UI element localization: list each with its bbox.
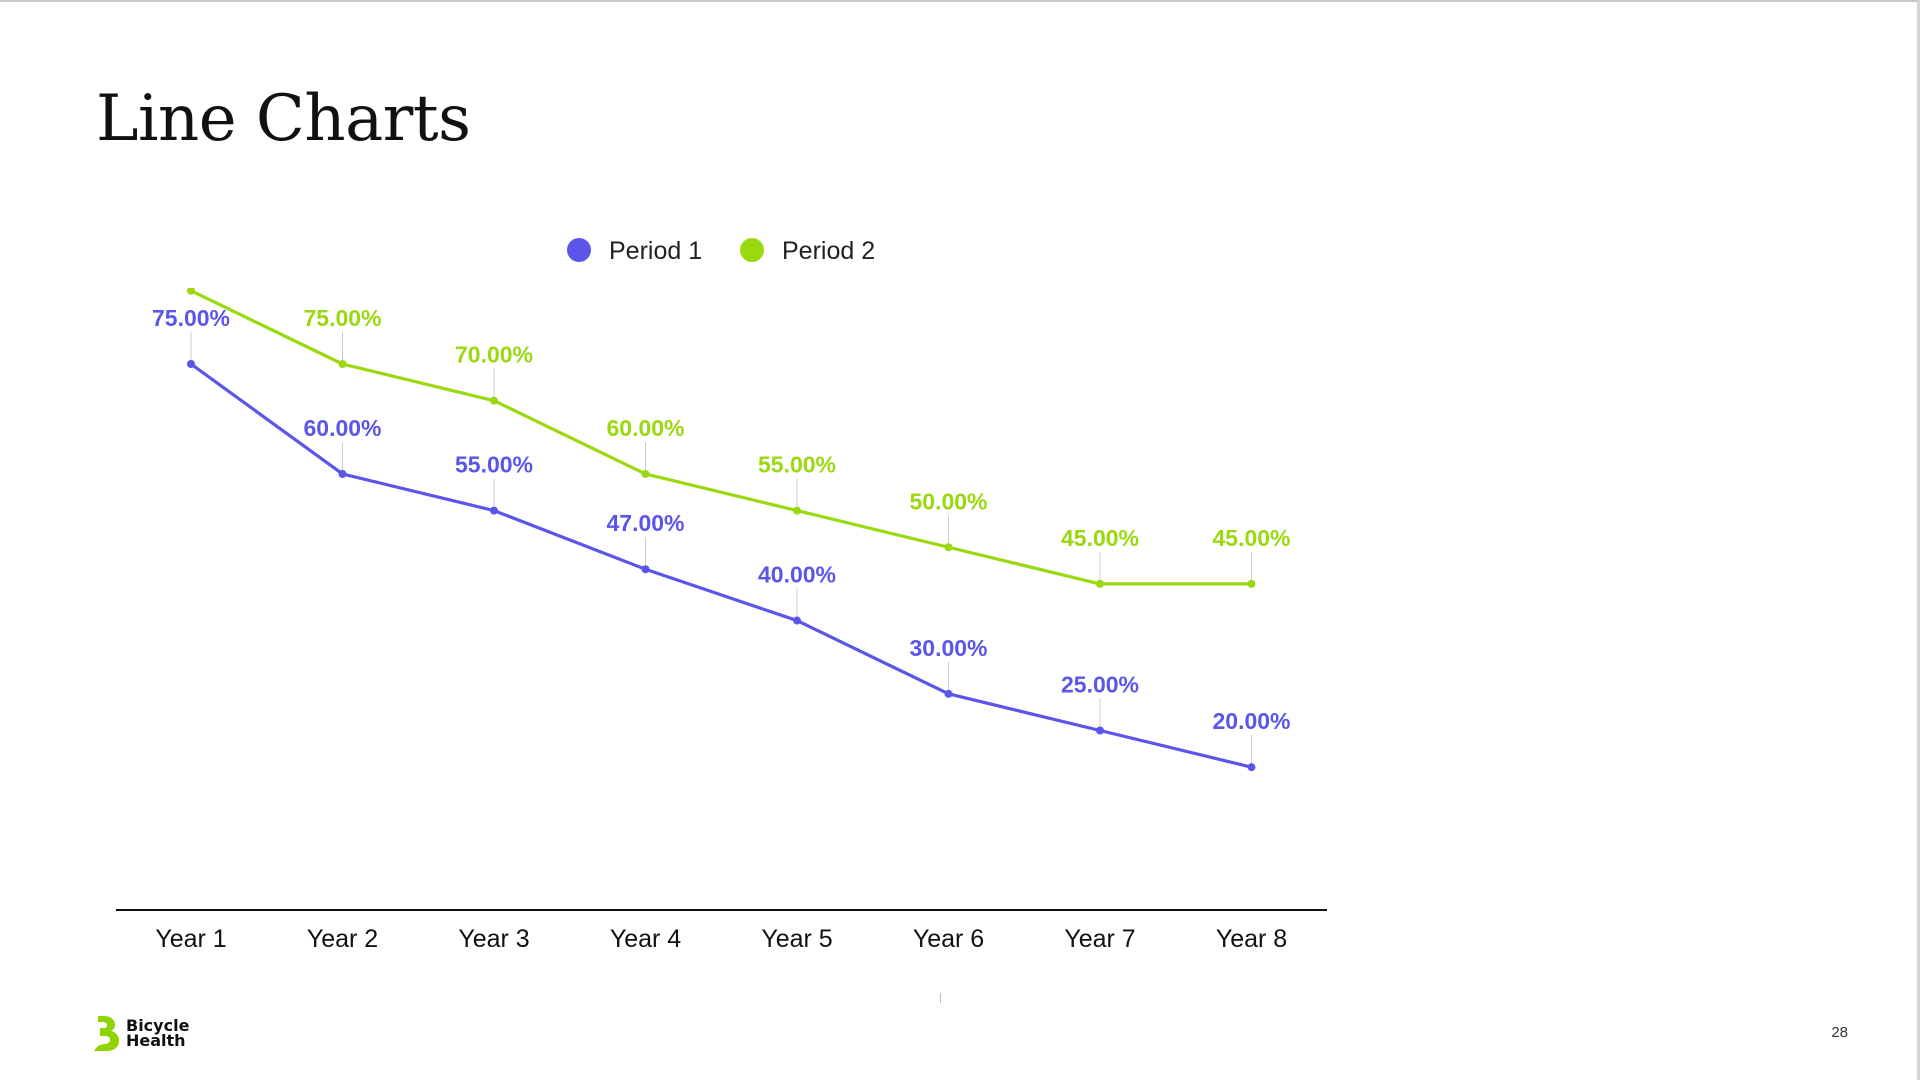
x-tick-label-4: Year 4 bbox=[610, 925, 681, 953]
data-point-period-1-1 bbox=[187, 360, 195, 368]
data-label-period-1-2: 60.00% bbox=[303, 415, 381, 441]
data-point-period-1-2 bbox=[338, 469, 347, 478]
slide-top-border bbox=[0, 0, 1920, 2]
data-point-period-2-8 bbox=[1247, 579, 1256, 588]
x-tick-label-2: Year 2 bbox=[307, 925, 378, 953]
x-tick-label-6: Year 6 bbox=[913, 925, 984, 953]
data-label-period-2-7: 45.00% bbox=[1061, 525, 1139, 551]
x-tick-label-8: Year 8 bbox=[1216, 925, 1287, 953]
data-label-period-2-3: 70.00% bbox=[455, 342, 533, 368]
bicycle-health-logo: Bicycle Health bbox=[92, 1014, 216, 1052]
data-label-period-1-3: 55.00% bbox=[455, 452, 533, 478]
data-label-period-1-5: 40.00% bbox=[758, 562, 836, 588]
data-point-period-2-7 bbox=[1096, 579, 1104, 588]
page-number: 28 bbox=[1831, 1024, 1848, 1041]
label-leader-lines bbox=[190, 332, 1252, 764]
series-line-period-1 bbox=[190, 362, 1252, 769]
data-label-period-2-4: 60.00% bbox=[606, 415, 684, 441]
logo-wordmark: Bicycle Health bbox=[126, 1016, 216, 1050]
data-labels: 75.00% 60.00% 55.00% 47.00% 40.00% 30.00% 25.0… bbox=[152, 305, 1291, 734]
data-point-period-1-4 bbox=[641, 565, 650, 574]
x-tick-label-3: Year 3 bbox=[458, 925, 529, 953]
x-tick-label-1: Year 1 bbox=[155, 925, 226, 953]
x-tick-label-7: Year 7 bbox=[1064, 925, 1135, 953]
legend-marker-2 bbox=[740, 238, 764, 262]
data-point-period-1-5 bbox=[793, 616, 801, 625]
legend-label-2: Period 2 bbox=[782, 237, 875, 265]
data-points bbox=[187, 288, 1256, 772]
data-point-period-1-6 bbox=[944, 689, 953, 698]
legend-label-1: Period 1 bbox=[609, 237, 702, 265]
data-point-period-1-8 bbox=[1247, 763, 1256, 772]
data-point-period-2-3 bbox=[490, 396, 498, 405]
data-point-period-1-7 bbox=[1096, 726, 1104, 735]
slide-title: Line Charts bbox=[96, 82, 471, 156]
data-label-period-1-8: 20.00% bbox=[1212, 708, 1290, 734]
slide-right-border bbox=[1917, 0, 1920, 1080]
data-point-period-2-2 bbox=[338, 360, 347, 368]
x-axis-tick-labels: Year 1 Year 2 Year 3 Year 4 Year 5 Year 6 Year… bbox=[155, 925, 1287, 953]
data-label-period-2-6: 50.00% bbox=[909, 488, 987, 514]
data-label-period-1-1: 75.00% bbox=[152, 305, 230, 331]
data-point-period-2-4 bbox=[641, 469, 650, 478]
divider-mark bbox=[940, 993, 941, 1003]
data-label-period-2-5: 55.00% bbox=[758, 452, 836, 478]
chart-legend: Period 1 Period 2 bbox=[567, 237, 875, 265]
data-label-period-1-4: 47.00% bbox=[606, 510, 684, 536]
series-line-period-2 bbox=[190, 289, 1252, 586]
data-label-period-2-8: 45.00% bbox=[1212, 525, 1290, 551]
bicycle-health-logo-icon bbox=[94, 1016, 119, 1051]
data-label-period-1-7: 25.00% bbox=[1061, 672, 1139, 698]
logo-line-1: Bicycle bbox=[126, 1016, 190, 1035]
data-point-period-2-1 bbox=[187, 288, 195, 295]
logo-line-2: Health bbox=[126, 1031, 186, 1050]
x-tick-label-5: Year 5 bbox=[761, 925, 832, 953]
data-label-period-1-6: 30.00% bbox=[909, 635, 987, 661]
data-point-period-2-5 bbox=[793, 506, 801, 515]
data-point-period-1-3 bbox=[490, 506, 498, 515]
series-lines bbox=[190, 289, 1252, 769]
data-label-period-2-2: 75.00% bbox=[303, 305, 381, 331]
legend-marker-1 bbox=[567, 238, 591, 262]
data-point-period-2-6 bbox=[944, 543, 953, 552]
